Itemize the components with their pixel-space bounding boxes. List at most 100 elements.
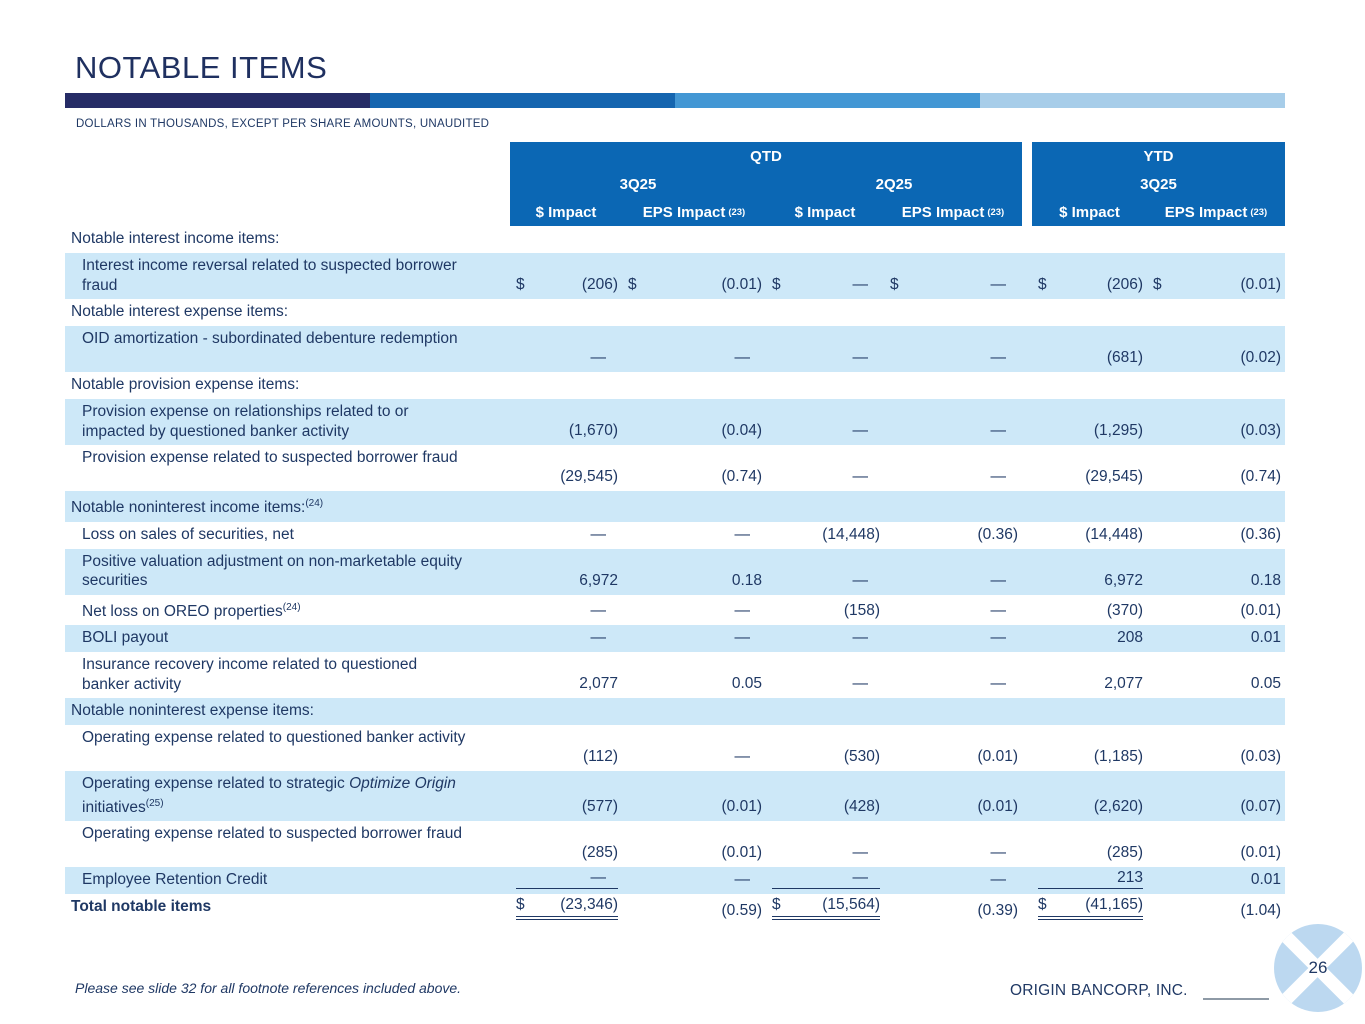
dollar-impact-value: 208: [1117, 629, 1143, 647]
col-header-eps-impact: EPS Impact (23): [884, 198, 1022, 226]
dollar-impact-value: (2,620): [1093, 798, 1143, 816]
dollar-impact-value: (29,545): [1085, 468, 1143, 485]
item-row: Employee Retention Credit — — — — 213 0.01: [65, 867, 1285, 895]
dollar-impact-value: 6,972: [1104, 571, 1143, 589]
eps-impact-value: $ (0.01): [1153, 276, 1281, 293]
dollar-impact-value: —: [852, 675, 869, 693]
section-row: Notable noninterest income items:(24): [65, 491, 1285, 522]
eps-impact-value: —: [734, 871, 751, 889]
eps-impact-value: 0.05: [731, 675, 762, 693]
eps-impact-value: (0.01): [1240, 602, 1282, 620]
row-label: Positive valuation adjustment on non-mar…: [82, 552, 462, 590]
item-row: Insurance recovery income related to que…: [65, 652, 1285, 698]
accent-bar-segment-3: [675, 93, 980, 108]
eps-impact-value: —: [990, 629, 1007, 647]
dollar-impact-value: $ (41,165): [1032, 894, 1147, 926]
row-label: Operating expense related to suspected b…: [82, 825, 462, 843]
dollar-impact-value: (112): [582, 748, 618, 766]
dollar-impact-value: —: [852, 571, 869, 589]
col-header-dollar-impact: $ Impact: [1032, 198, 1147, 226]
row-label: OID amortization - subordinated debentur…: [82, 330, 458, 347]
period-header-ytd-3q25: 3Q25: [1032, 170, 1285, 198]
eps-impact-value: (0.04): [721, 422, 763, 439]
row-label: Interest income reversal related to susp…: [82, 257, 457, 294]
eps-impact-value: —: [990, 844, 1007, 862]
row-label: BOLI payout: [82, 629, 169, 647]
item-row: Net loss on OREO properties(24) — — (158) — (…: [65, 595, 1285, 626]
dollar-impact-value: —: [852, 629, 869, 647]
dollar-impact-value: $ (206): [516, 276, 618, 293]
eps-impact-value: —: [734, 629, 751, 647]
company-name: ORIGIN BANCORP, INC.: [1010, 982, 1188, 999]
eps-impact-value: (0.59): [721, 902, 763, 920]
dollar-impact-value: 6,972: [579, 571, 618, 589]
table-body: Notable interest income items: Interest i…: [65, 226, 1285, 926]
row-label: Provision expense on relationships relat…: [82, 403, 409, 440]
dollar-impact-value: (1,670): [568, 422, 618, 439]
eps-impact-value: —: [734, 748, 751, 766]
dollar-impact-value: —: [590, 602, 607, 620]
eps-impact-value: (0.01): [721, 844, 763, 862]
units-note: DOLLARS IN THOUSANDS, EXCEPT PER SHARE A…: [76, 118, 490, 130]
item-row: Operating expense related to strategic O…: [65, 771, 1285, 822]
dollar-impact-value: 2,077: [1104, 675, 1143, 693]
group-header-ytd: YTD: [1032, 142, 1285, 170]
section-row: Notable noninterest expense items:: [65, 698, 1285, 726]
dollar-impact-value: (285): [581, 844, 618, 862]
brand-underline: [1203, 998, 1269, 1000]
dollar-impact-value: (14,448): [822, 525, 880, 543]
period-header-3q25: 3Q25: [510, 170, 766, 198]
eps-impact-value: (0.02): [1240, 349, 1282, 366]
dollar-impact-value: (681): [1106, 349, 1143, 366]
eps-impact-value: (0.01): [977, 798, 1019, 816]
row-label: Notable interest income items:: [71, 230, 280, 247]
eps-impact-value: (0.36): [977, 525, 1019, 543]
dollar-impact-value: —: [766, 867, 884, 894]
dollar-impact-value: (370): [1106, 602, 1143, 620]
dollar-impact-value: (1,295): [1093, 422, 1143, 439]
section-row: Notable interest expense items:: [65, 299, 1285, 326]
eps-impact-value: (0.01): [1240, 844, 1282, 862]
row-label: Operating expense related to strategic O…: [82, 775, 456, 816]
eps-impact-value: (0.74): [721, 468, 763, 485]
dollar-impact-value: $ —: [772, 276, 868, 293]
table-header: QTD YTD 3Q25 2Q25 3Q25 $ Impact EPS Impa…: [65, 142, 1285, 226]
row-label: Notable noninterest income items:(24): [71, 498, 324, 517]
eps-impact-value: 0.05: [1250, 675, 1281, 693]
col-header-eps-impact: EPS Impact (23): [1147, 198, 1285, 226]
col-header-eps-impact: EPS Impact (23): [622, 198, 766, 226]
dollar-impact-value: —: [852, 468, 869, 485]
dollar-impact-value: (428): [843, 798, 880, 816]
eps-impact-value: —: [990, 349, 1007, 366]
dollar-impact-value: (1,185): [1093, 748, 1143, 766]
dollar-impact-value: —: [852, 422, 869, 439]
accent-bar-segment-4: [980, 93, 1285, 108]
eps-impact-value: —: [990, 871, 1007, 889]
eps-impact-value: —: [990, 468, 1007, 485]
item-row: Provision expense related to suspected b…: [65, 445, 1285, 491]
item-row: Operating expense related to questioned …: [65, 725, 1285, 771]
total-row: Total notable items $ (23,346) (0.59) $ (15,5…: [65, 894, 1285, 926]
row-label: Loss on sales of securities, net: [82, 525, 294, 543]
eps-impact-value: (0.03): [1240, 422, 1282, 439]
dollar-impact-value: (158): [843, 602, 880, 620]
section-row: Notable provision expense items:: [65, 372, 1285, 399]
eps-impact-value: (0.39): [977, 902, 1019, 920]
col-header-dollar-impact: $ Impact: [766, 198, 884, 226]
eps-impact-value: —: [990, 571, 1007, 589]
item-row: Positive valuation adjustment on non-mar…: [65, 548, 1285, 595]
eps-impact-value: (0.74): [1240, 468, 1282, 485]
eps-impact-value: $ (0.01): [628, 276, 762, 293]
dollar-impact-value: $ (15,564): [766, 894, 884, 926]
dollar-impact-value: (14,448): [1085, 525, 1143, 543]
dollar-impact-value: (530): [843, 748, 880, 766]
eps-impact-value: 0.01: [1250, 629, 1281, 647]
row-label: Insurance recovery income related to que…: [82, 656, 418, 693]
row-label: Total notable items: [71, 898, 212, 916]
dollar-impact-value: —: [510, 867, 622, 894]
eps-impact-value: —: [734, 602, 751, 620]
row-label: Operating expense related to questioned …: [82, 729, 466, 747]
row-label: Notable provision expense items:: [71, 376, 300, 393]
accent-bar: [65, 93, 1285, 108]
